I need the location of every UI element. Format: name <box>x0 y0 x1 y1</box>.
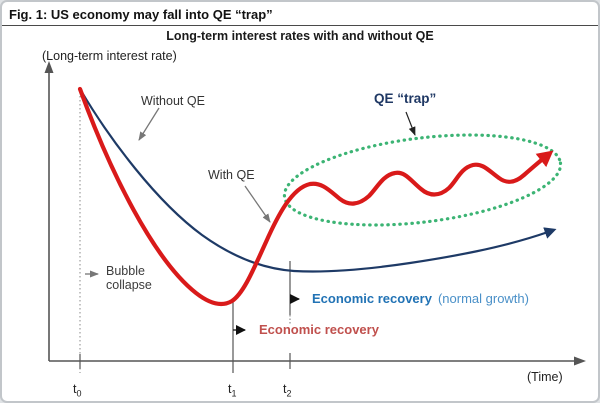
economic-recovery-without-qe-text: Economic recovery <box>312 291 432 306</box>
tick-label-t1: t1 <box>228 382 237 399</box>
bubble-collapse-label: Bubble collapse <box>106 264 152 292</box>
tick-label-t2: t2 <box>283 382 292 399</box>
without-qe-label: Without QE <box>141 94 205 108</box>
chart-subtitle: Long-term interest rates with and withou… <box>166 29 434 43</box>
qe-trap-pointer-arrow <box>405 111 416 136</box>
economic-recovery-without-qe-label: Economic recovery (normal growth) <box>312 291 529 306</box>
without-qe-pointer-arrow <box>138 107 160 141</box>
qe-trap-label: QE “trap” <box>374 91 437 106</box>
with-qe-pointer-arrow <box>244 185 271 223</box>
x-axis-arrow-icon <box>574 356 586 366</box>
normal-growth-note: (normal growth) <box>437 291 529 306</box>
qe-trap-ellipse <box>282 133 563 227</box>
with-qe-curve <box>77 86 554 307</box>
with-qe-label: With QE <box>208 168 255 182</box>
without-qe-curve <box>79 88 557 273</box>
title-divider <box>2 25 598 26</box>
tick-label-t0: t0 <box>73 382 82 399</box>
x-axis-label: (Time) <box>527 370 563 384</box>
figure-title: Fig. 1: US economy may fall into QE “tra… <box>9 7 273 22</box>
y-axis-label: (Long-term interest rate) <box>42 49 177 63</box>
economic-recovery-with-qe-label: Economic recovery <box>259 322 379 337</box>
y-axis-arrow-icon <box>44 61 54 73</box>
